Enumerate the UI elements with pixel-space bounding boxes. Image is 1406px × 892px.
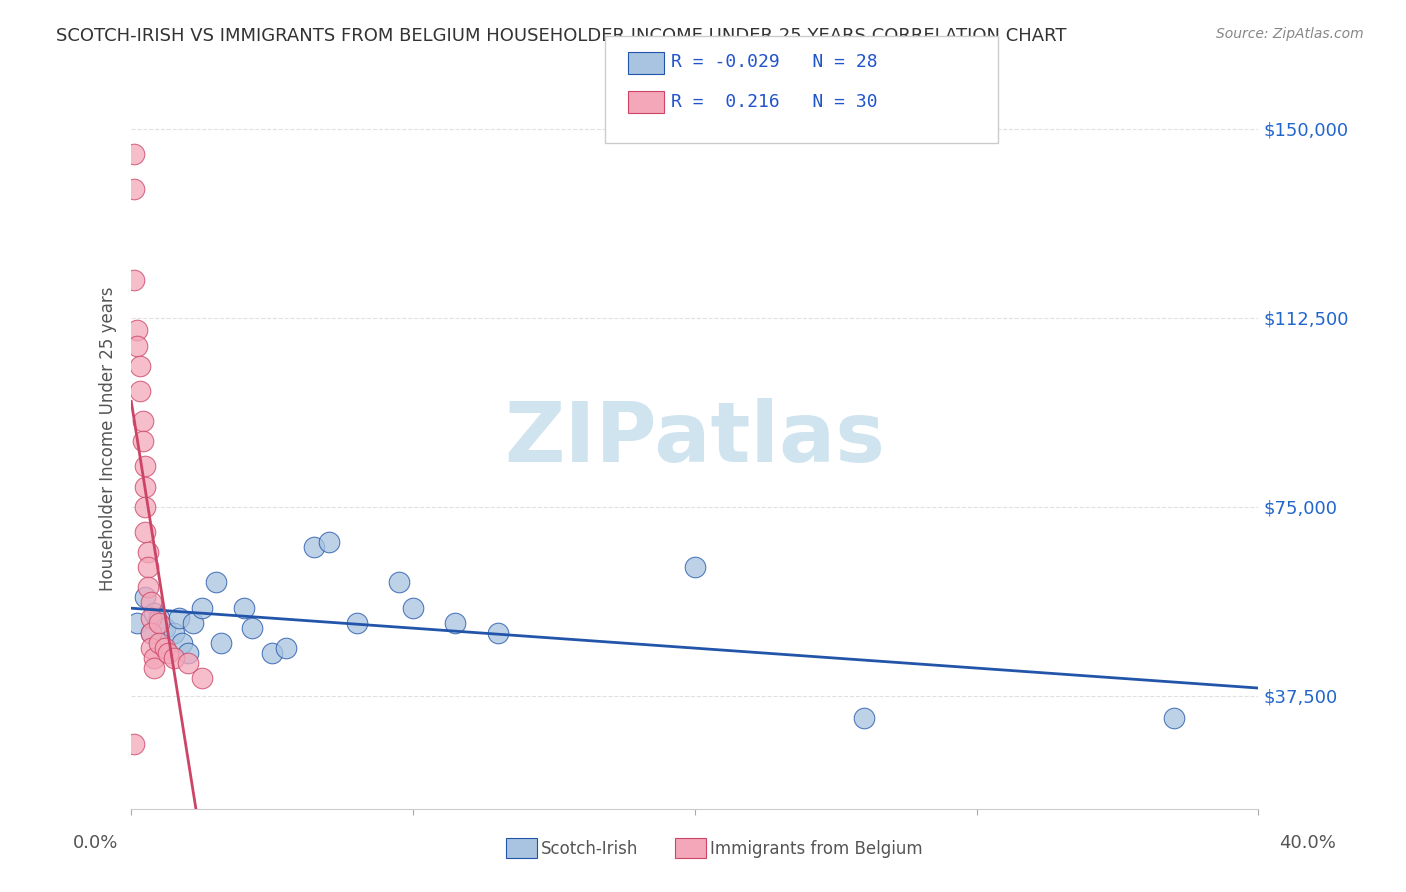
Point (139, 625, 162, 640)
Point (134, 480, 156, 494)
Point (122, 147, 145, 161)
Point (136, 545, 159, 559)
Text: 0.0%: 0.0% (73, 834, 118, 852)
Point (125, 338, 148, 352)
Point (139, 625, 162, 640)
Point (190, 671, 212, 685)
Point (153, 640, 176, 655)
Point (148, 615, 170, 630)
Text: Immigrants from Belgium: Immigrants from Belgium (710, 840, 922, 858)
Text: 40.0%: 40.0% (1279, 834, 1336, 852)
Point (162, 651, 184, 665)
Point (142, 651, 165, 665)
Point (242, 621, 264, 635)
Point (128, 384, 150, 398)
Point (444, 615, 467, 630)
Point (122, 737, 145, 751)
Point (318, 535, 340, 549)
Point (139, 610, 162, 624)
Point (153, 621, 176, 635)
Point (176, 646, 198, 660)
Point (122, 182, 145, 196)
Point (209, 636, 232, 650)
Point (276, 640, 298, 655)
Point (125, 615, 148, 630)
Point (176, 656, 198, 670)
Point (139, 640, 162, 655)
Y-axis label: Householder Income Under 25 years: Householder Income Under 25 years (100, 286, 117, 591)
Point (190, 600, 212, 615)
Point (142, 661, 165, 675)
Point (167, 610, 190, 624)
Point (262, 646, 284, 660)
Point (402, 600, 425, 615)
Point (204, 575, 226, 590)
Point (683, 560, 706, 574)
Point (148, 636, 170, 650)
Point (162, 625, 184, 640)
Text: R = -0.029   N = 28: R = -0.029 N = 28 (671, 54, 877, 71)
Point (388, 575, 411, 590)
Point (486, 625, 509, 640)
Point (134, 500, 156, 514)
Point (346, 615, 368, 630)
Point (134, 459, 156, 474)
Point (134, 524, 156, 539)
Point (122, 273, 145, 287)
Text: Source: ZipAtlas.com: Source: ZipAtlas.com (1216, 27, 1364, 41)
Point (131, 414, 153, 428)
Point (131, 434, 153, 449)
Text: SCOTCH-IRISH VS IMMIGRANTS FROM BELGIUM HOUSEHOLDER INCOME UNDER 25 YEARS CORREL: SCOTCH-IRISH VS IMMIGRANTS FROM BELGIUM … (56, 27, 1067, 45)
Text: R =  0.216   N = 30: R = 0.216 N = 30 (671, 93, 877, 111)
Point (139, 595, 162, 609)
Point (136, 560, 159, 574)
Point (304, 540, 326, 554)
Point (156, 646, 179, 660)
Point (1163, 711, 1185, 725)
Text: Scotch-Irish: Scotch-Irish (541, 840, 638, 858)
Text: ZIPatlas: ZIPatlas (505, 398, 886, 479)
Point (852, 711, 875, 725)
Point (136, 580, 159, 594)
Point (134, 591, 156, 605)
Point (181, 615, 204, 630)
Point (128, 359, 150, 373)
Point (148, 610, 170, 624)
Point (233, 600, 256, 615)
Point (125, 323, 148, 337)
Point (142, 606, 165, 620)
Point (170, 636, 193, 650)
